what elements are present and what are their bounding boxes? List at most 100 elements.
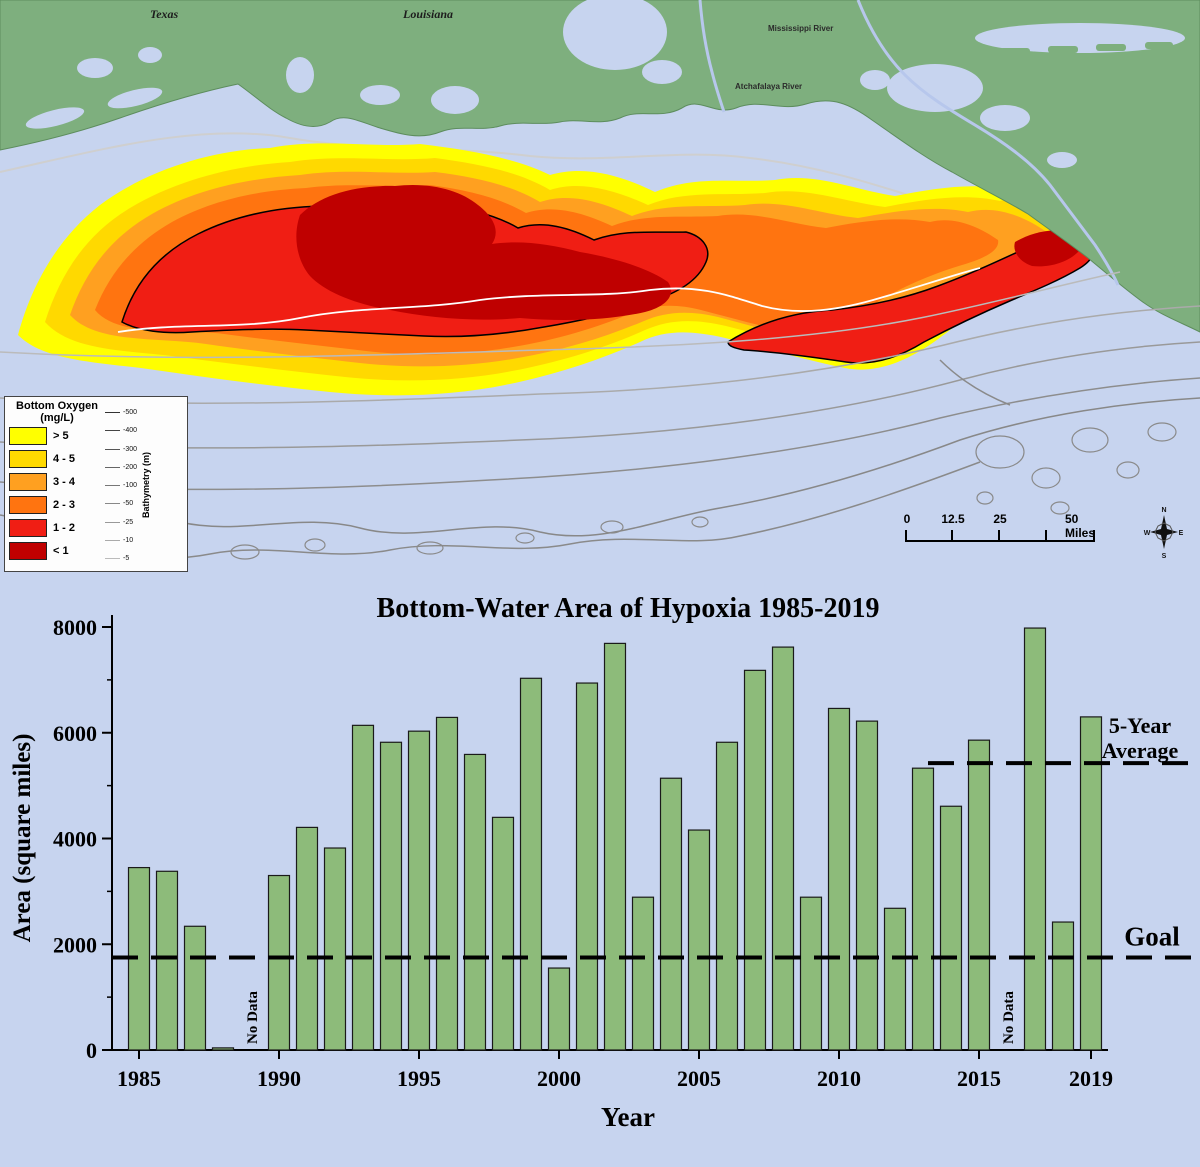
y-tick-label: 0 [86, 1038, 97, 1063]
scale-tick [1045, 530, 1047, 542]
no-data-label-2016: No Data [1001, 991, 1017, 1044]
bathymetry-contour-sample [105, 521, 120, 523]
oxygen-class-row: < 1 [9, 539, 105, 562]
bathymetry-depth-row: -5 [105, 550, 137, 567]
x-tick-label: 2000 [537, 1066, 581, 1091]
chandeleur-islands [1147, 208, 1175, 296]
oxygen-class-swatch [9, 495, 47, 514]
bar-2011 [855, 720, 879, 1051]
bar-2002 [603, 642, 627, 1051]
oxygen-class-label: 1 - 2 [53, 521, 76, 534]
hypoxia-bar-chart-section: Bottom-Water Area of Hypoxia 1985-2019 Ye… [0, 590, 1200, 1162]
rivers [698, 0, 1120, 286]
compass-ring-icon [1154, 522, 1174, 542]
oxygen-class-row: 2 - 3 [9, 493, 105, 516]
bathymetry-depth-row: -100 [105, 477, 137, 494]
bar-1986 [155, 870, 179, 1051]
no-data-label-1989: No Data [245, 991, 261, 1044]
bathymetry-depth-label: -10 [123, 536, 134, 544]
scale-tick [998, 530, 1000, 542]
oxygen-class-swatch [9, 472, 47, 491]
goal-line: Goal [112, 921, 1197, 960]
oxygen-class-label: 3 - 4 [53, 475, 76, 488]
compass-w: W [1144, 530, 1151, 537]
scale-tick [1093, 530, 1095, 542]
bars: No Data No Data [127, 627, 1103, 1051]
bathymetry-contours [0, 271, 1200, 561]
map-scale-bar: 0 12.5 25 50 Miles [903, 512, 1097, 546]
y-tick-label: 4000 [53, 827, 97, 852]
bar-2012 [883, 907, 907, 1051]
x-tick-label: 1985 [117, 1066, 161, 1091]
oxygen-class-row: 4 - 5 [9, 447, 105, 470]
chart-title: Bottom-Water Area of Hypoxia 1985-2019 [377, 593, 880, 624]
bar-1997 [463, 753, 487, 1051]
bathymetry-contour-sample [105, 412, 120, 413]
scale-label-25: 25 [993, 512, 1007, 526]
x-tick-label: 2019 [1069, 1066, 1113, 1091]
bar-2001 [575, 682, 599, 1051]
bathymetry-depth-row: -200 [105, 459, 137, 476]
bathymetry-depth-label: -400 [123, 427, 138, 435]
oxygen-class-label: 4 - 5 [53, 452, 76, 465]
bathymetry-legend-title: Bathymetry (m) [141, 452, 152, 519]
scale-label-0: 0 [903, 512, 911, 526]
bar-1999 [519, 677, 543, 1051]
x-tick-label: 1990 [257, 1066, 301, 1091]
bar-2004 [659, 777, 683, 1051]
oxygen-class-label: 2 - 3 [53, 498, 76, 511]
compass-n: N [1161, 507, 1166, 514]
bathymetry-depth-label: -50 [123, 500, 134, 508]
bar-2015 [967, 739, 991, 1051]
scale-tick [951, 530, 953, 542]
oxygen-class-row: 1 - 2 [9, 516, 105, 539]
bathymetry-contour-sample [105, 503, 120, 505]
bar-2000 [547, 967, 571, 1051]
bathymetry-depth-row: -25 [105, 514, 137, 531]
x-tick-label: 2010 [817, 1066, 861, 1091]
y-tick-label: 8000 [53, 615, 97, 640]
bar-1995 [407, 730, 431, 1051]
hypoxia-bar-chart: Bottom-Water Area of Hypoxia 1985-2019 Ye… [9, 593, 1197, 1132]
x-axis-title: Year [601, 1102, 655, 1132]
bar-1994 [379, 741, 403, 1051]
scale-tick [905, 530, 907, 542]
oxygen-class-row: > 5 [9, 424, 105, 447]
oxygen-class-swatch [9, 426, 47, 445]
bathymetry-depth-row: -300 [105, 441, 137, 458]
bar-1987 [183, 925, 207, 1051]
white-depth-contour [117, 267, 981, 333]
bathymetry-contour-sample [105, 430, 120, 432]
hypoxia-zone [18, 143, 1112, 396]
oxygen-legend-title: Bottom Oxygen [16, 400, 98, 412]
bar-2007 [743, 669, 767, 1051]
bar-1988 [211, 1047, 235, 1051]
bathymetry-depth-label: -300 [123, 445, 138, 453]
bar-2018 [1051, 921, 1075, 1051]
bar-1990 [267, 874, 291, 1051]
y-tick-label: 2000 [53, 932, 97, 957]
oxygen-class-swatch [9, 449, 47, 468]
atchafalaya-river-line [698, 0, 726, 113]
scale-label-12-5: 12.5 [941, 512, 965, 526]
five-year-average-label-line1: 5-Year [1109, 713, 1172, 738]
bar-2006 [715, 741, 739, 1051]
bar-2013 [911, 767, 935, 1051]
bathymetry-depth-row: -400 [105, 422, 137, 439]
x-tick-label: 2015 [957, 1066, 1001, 1091]
bar-2019 [1079, 716, 1103, 1051]
x-tick-label: 1995 [397, 1066, 441, 1091]
five-year-average-label-line2: Average [1102, 738, 1179, 763]
oxygen-legend-units: (mg/L) [40, 412, 74, 424]
bathymetry-depth-label: -500 [123, 409, 138, 416]
oxygen-class-row: 3 - 4 [9, 470, 105, 493]
oxygen-legend-rows: > 5 4 - 5 3 - 4 2 - 3 1 - 2 < 1 [9, 424, 105, 562]
bathymetry-contour-sample [105, 558, 120, 559]
mississippi-river-line [856, 0, 1120, 286]
oxygen-1-2-area-east [727, 235, 1095, 364]
texas-label: Texas [150, 7, 179, 21]
scale-label-50-miles: 50 Miles [1064, 512, 1096, 540]
bathymetry-depth-rows: -500 -400 -300 -200 -100 -50 -25 -10 -5 [105, 402, 137, 569]
mississippi-river-label: Mississippi River [768, 24, 834, 33]
gulf-hypoxia-map: Texas Louisiana Mississippi River Atchaf… [0, 0, 1200, 572]
